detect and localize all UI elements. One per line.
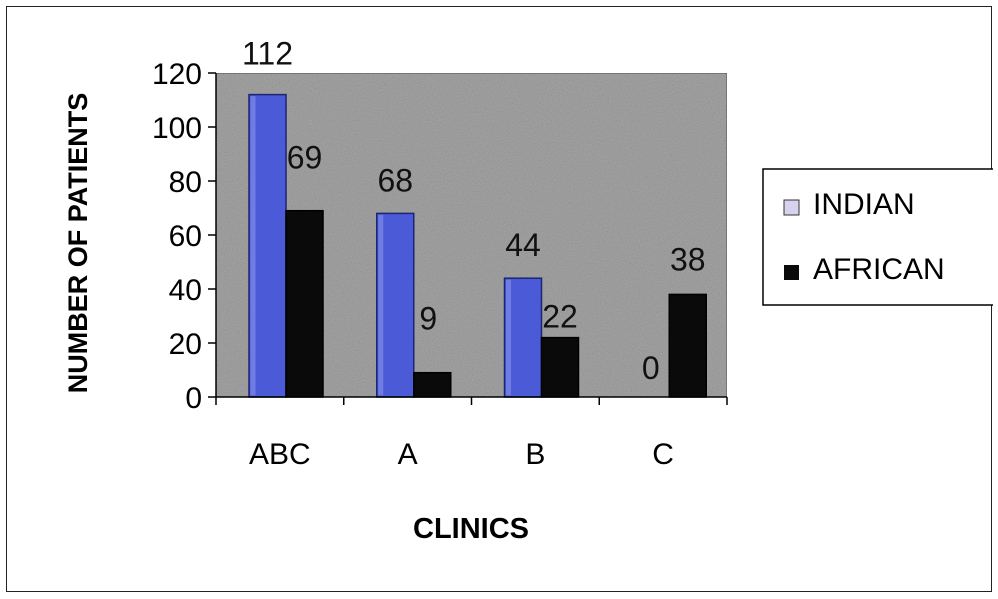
data-label-indian-abc: 112 xyxy=(242,36,293,72)
data-label-indian-c: 0 xyxy=(642,350,660,386)
data-label-african-b: 22 xyxy=(542,299,578,335)
y-tick-label: 20 xyxy=(169,328,202,361)
bar-african-abc xyxy=(285,209,324,398)
data-label-indian-b: 44 xyxy=(505,227,541,263)
legend-swatch-african xyxy=(784,265,799,280)
y-tick-label: 60 xyxy=(169,220,202,253)
x-tick-label-b: B xyxy=(525,438,545,471)
x-tick-label-a: A xyxy=(398,438,418,471)
data-label-african-abc: 69 xyxy=(287,140,323,176)
bar-african-a xyxy=(413,371,452,398)
legend-box xyxy=(762,168,993,306)
y-tick-label: 0 xyxy=(185,382,202,415)
y-tick-label: 40 xyxy=(169,274,202,307)
x-tick-label-c: C xyxy=(652,438,674,471)
bar-highlight xyxy=(250,96,256,396)
chart-frame: 112 68 44 0 69 9 22 38 0 20 40 60 80 100 120 ABC A B C NU… xyxy=(6,6,993,592)
x-tick-label-abc: ABC xyxy=(249,438,311,471)
data-label-african-c: 38 xyxy=(670,241,706,277)
legend: INDIAN AFRICAN xyxy=(762,168,993,306)
legend-label-indian: INDIAN xyxy=(813,188,915,221)
legend-swatch-indian xyxy=(783,199,800,216)
data-label-african-a: 9 xyxy=(419,301,437,337)
bar-african-c xyxy=(668,293,707,398)
data-label-indian-a: 68 xyxy=(377,162,413,198)
y-tick-label: 80 xyxy=(169,166,202,199)
bar-highlight xyxy=(506,279,511,396)
y-tick-label: 120 xyxy=(152,58,202,91)
bars-layer xyxy=(248,93,707,398)
legend-label-african: AFRICAN xyxy=(813,253,945,286)
bar-african-b xyxy=(540,336,580,398)
data-labels-layer: 112 68 44 0 69 9 22 38 xyxy=(242,36,706,386)
x-axis-title: CLINICS xyxy=(413,513,529,545)
y-tick-label: 100 xyxy=(152,112,202,145)
bar-highlight xyxy=(378,214,384,396)
y-axis-title: NUMBER OF PATIENTS xyxy=(63,93,93,394)
